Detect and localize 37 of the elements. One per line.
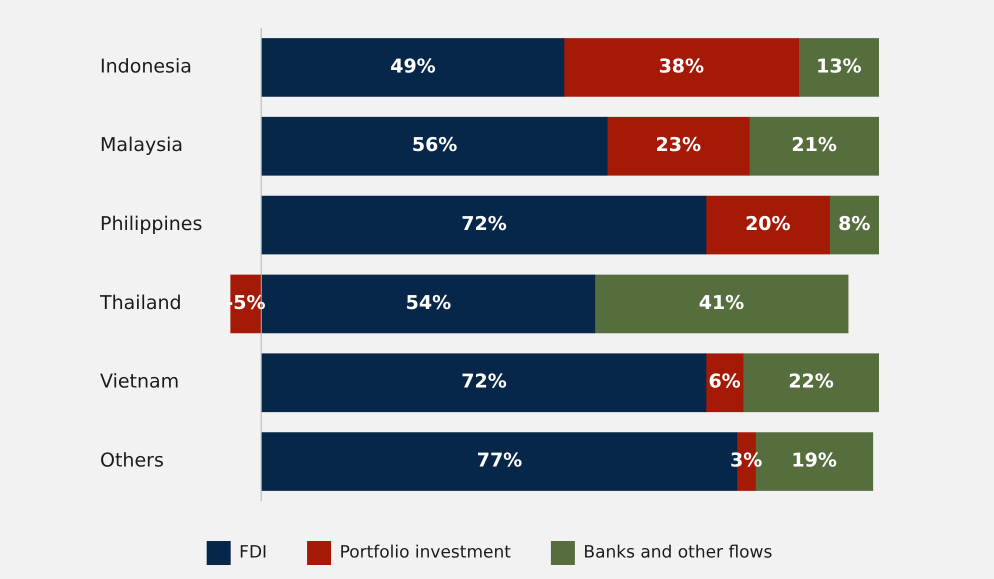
data-label: 8%: [838, 213, 870, 236]
bar: [742, 353, 879, 412]
data-label: 56%: [412, 134, 458, 156]
data-label: 38%: [658, 55, 704, 78]
bar: [829, 196, 879, 254]
data-label: 6%: [708, 370, 741, 393]
data-label: 72%: [461, 370, 507, 393]
bar: [564, 38, 800, 97]
data-label: 77%: [476, 450, 522, 472]
data-label: 72%: [461, 213, 507, 236]
data-label: 41%: [698, 292, 744, 314]
data-label: 20%: [745, 213, 791, 236]
bar: [262, 353, 706, 412]
data-label: 13%: [816, 55, 862, 78]
y-tick-label: Indonesia: [100, 55, 192, 78]
y-tick-label: Thailand: [99, 292, 182, 314]
y-tick-label: Philippines: [100, 213, 202, 236]
bar: [262, 38, 564, 97]
bar: [798, 38, 879, 97]
y-tick-label: Malaysia: [100, 134, 184, 156]
bar: [748, 116, 879, 176]
legend-label: FDI: [239, 542, 268, 562]
y-tick-label: Vietnam: [100, 370, 180, 393]
data-label: 22%: [788, 370, 834, 393]
data-label: 21%: [791, 134, 837, 156]
data-label: 49%: [390, 55, 436, 78]
legend-label: Portfolio investment: [340, 542, 512, 562]
bar: [606, 116, 750, 176]
bar: [706, 196, 830, 254]
bar: [594, 274, 848, 334]
y-tick-label: Others: [100, 450, 164, 472]
data-label: 19%: [791, 450, 837, 472]
bar: [262, 116, 608, 176]
data-label: 23%: [655, 134, 701, 156]
bar: [262, 196, 706, 254]
legend-label: Banks and other flows: [583, 542, 772, 562]
data-label: 54%: [406, 292, 452, 314]
